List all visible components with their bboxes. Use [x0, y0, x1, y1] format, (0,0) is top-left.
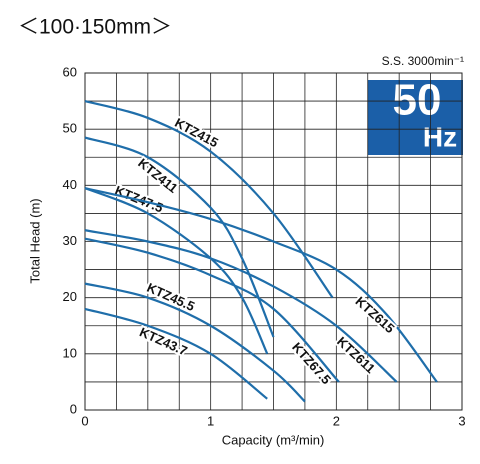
x-tick-label: 1 [207, 413, 214, 428]
series-label: KTZ611 [334, 334, 378, 376]
series-label: KTZ615 [353, 294, 398, 336]
badge-value: 50 [393, 76, 442, 125]
subtitle: S.S. 3000min⁻¹ [382, 54, 464, 68]
x-tick-label: 3 [458, 413, 465, 428]
y-tick-label: 60 [63, 64, 77, 79]
series-label: KTZ45.5 [145, 280, 197, 314]
y-tick-label: 40 [63, 177, 77, 192]
series-label: KTZ67.5 [289, 339, 334, 387]
curve [84, 282, 306, 403]
chart-title: ＜100·150mm＞ [18, 16, 172, 39]
x-tick-label: 0 [81, 413, 88, 428]
y-tick-label: 50 [63, 121, 77, 136]
y-axis-label: Total Head (m) [27, 198, 42, 283]
badge [368, 80, 463, 155]
badge-unit: Hz [423, 121, 457, 152]
y-tick-label: 30 [63, 233, 77, 248]
curve [84, 307, 268, 400]
curve [84, 136, 275, 338]
curve [84, 229, 398, 383]
x-tick-label: 2 [333, 413, 340, 428]
plot-frame [84, 72, 463, 411]
y-tick-label: 10 [63, 345, 77, 360]
curve [84, 100, 334, 299]
curve [84, 187, 438, 383]
y-tick-label: 20 [63, 289, 77, 304]
x-axis-label: Capacity (m³/min) [222, 432, 325, 447]
curve [84, 237, 340, 383]
y-tick-label: 0 [70, 401, 77, 416]
